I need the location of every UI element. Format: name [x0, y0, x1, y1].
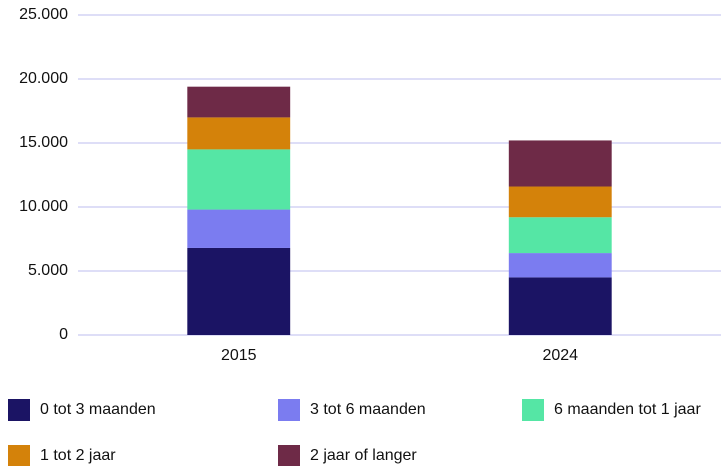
- legend-label: 2 jaar of langer: [310, 447, 417, 464]
- legend-swatch: [522, 399, 544, 421]
- bar-segment: [187, 247, 291, 335]
- legend-swatch: [8, 399, 30, 421]
- bar-segment: [187, 149, 291, 210]
- bar-segment: [508, 186, 612, 218]
- bar-segment: [508, 140, 612, 187]
- bar-segment: [187, 209, 291, 248]
- legend-swatch: [8, 445, 30, 466]
- bar-segment: [187, 86, 291, 118]
- legend-label: 3 tot 6 maanden: [310, 401, 426, 418]
- y-tick-label: 15.000: [19, 134, 68, 151]
- legend-label: 0 tot 3 maanden: [40, 401, 156, 418]
- bar-segment: [508, 253, 612, 278]
- y-tick-label: 0: [59, 326, 68, 343]
- legend-label: 6 maanden tot 1 jaar: [554, 401, 701, 418]
- legend-label: 1 tot 2 jaar: [40, 447, 116, 464]
- x-tick-label: 2024: [542, 347, 578, 364]
- y-tick-label: 5.000: [28, 262, 68, 279]
- x-tick-label: 2015: [221, 347, 257, 364]
- bar-segment: [187, 117, 291, 150]
- y-tick-label: 25.000: [19, 6, 68, 23]
- bar-segment: [508, 277, 612, 335]
- y-tick-label: 20.000: [19, 70, 68, 87]
- legend-swatch: [278, 399, 300, 421]
- bar-segment: [508, 217, 612, 254]
- y-tick-label: 10.000: [19, 198, 68, 215]
- legend-swatch: [278, 445, 300, 466]
